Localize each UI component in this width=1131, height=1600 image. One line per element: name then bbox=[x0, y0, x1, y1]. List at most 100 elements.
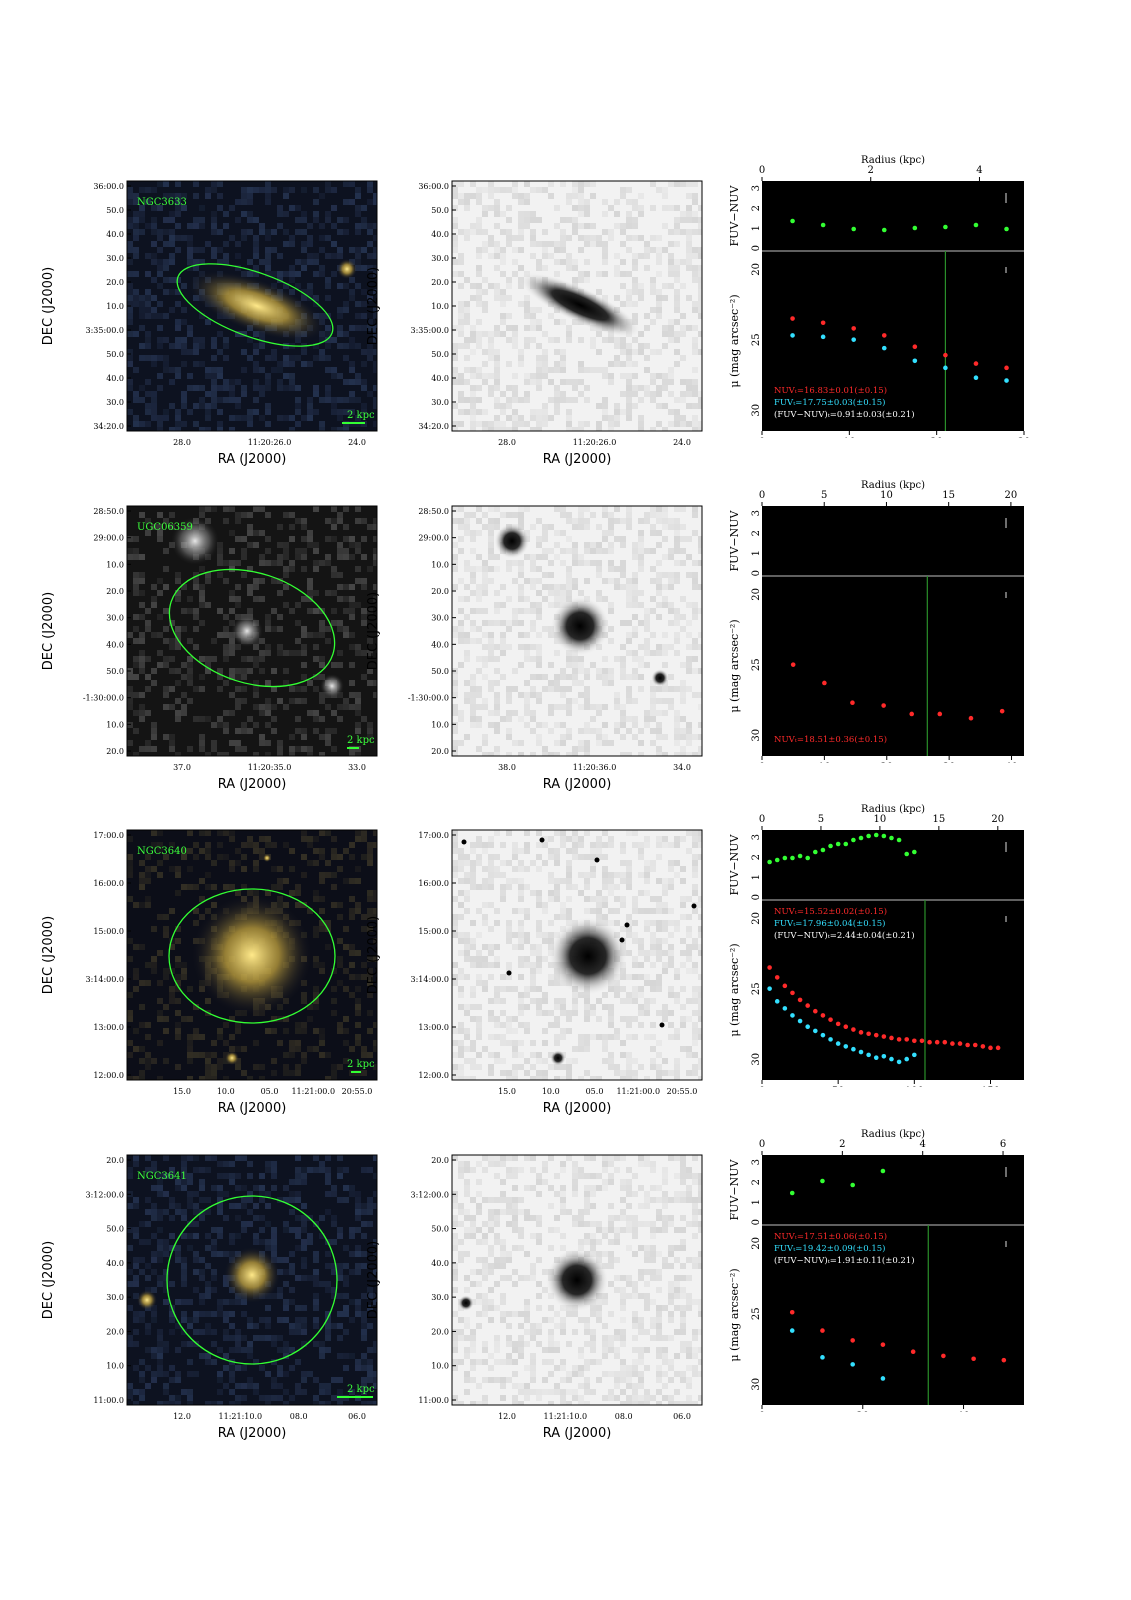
dec-tick-label: 28:50.0 bbox=[93, 507, 124, 516]
dec-tick-label: 13:00.0 bbox=[418, 1023, 449, 1032]
dec-tick-label: 20.0 bbox=[431, 747, 449, 756]
color-point bbox=[797, 853, 803, 859]
nuv-point bbox=[973, 361, 979, 366]
kpc-tick-label: 0 bbox=[759, 490, 765, 501]
color-image-ngc3633: NGC3633 2 kpc bbox=[127, 181, 377, 431]
fuv-point bbox=[1004, 378, 1009, 383]
color-point bbox=[904, 851, 910, 857]
nuv-point bbox=[850, 700, 855, 705]
ra-tick-label: 08.0 bbox=[290, 1412, 308, 1421]
dec-tick-label: 10.0 bbox=[431, 720, 449, 729]
nuv-point bbox=[980, 1044, 986, 1049]
nuv-point bbox=[919, 1038, 925, 1044]
nuv-point bbox=[820, 1328, 825, 1333]
color-tick-label: 3 bbox=[751, 510, 762, 516]
color-point bbox=[782, 855, 788, 861]
fuv-point bbox=[820, 1355, 825, 1360]
fuv-point bbox=[820, 1032, 826, 1038]
dec-tick-label: 50.0 bbox=[106, 206, 124, 215]
dec-tick-label: 29:00.0 bbox=[418, 534, 449, 543]
color-axis-label: FUV−NUV bbox=[728, 509, 741, 571]
nuv-point bbox=[851, 1027, 856, 1032]
arcsec-tick-label: 40 bbox=[1005, 762, 1018, 763]
color-tick-label: 2 bbox=[751, 854, 762, 860]
arcsec-tick-label: 150 bbox=[981, 1086, 1000, 1087]
fuv-point bbox=[767, 986, 772, 991]
nuv-point bbox=[873, 1032, 879, 1038]
nuv-point bbox=[999, 708, 1005, 714]
color-tick-label: 0 bbox=[751, 894, 762, 900]
nuv-point bbox=[909, 711, 915, 717]
galaxy-name: NGC3640 bbox=[137, 846, 187, 857]
fuv-point bbox=[973, 375, 979, 380]
dec-tick-label: 10.0 bbox=[106, 1362, 124, 1371]
profile-annotation: (FUV−NUV)ₜ=2.44±0.04(±0.21) bbox=[774, 930, 915, 941]
kpc-tick-label: 15 bbox=[932, 814, 945, 825]
nuv-point bbox=[881, 703, 886, 708]
galaxy-name: NGC3641 bbox=[137, 1171, 187, 1182]
arcsec-tick-label: 20 bbox=[856, 1411, 869, 1412]
nuv-point bbox=[912, 1038, 917, 1044]
nuv-point bbox=[866, 1031, 871, 1037]
fuv-point bbox=[858, 1049, 864, 1055]
kpc-tick-label: 5 bbox=[821, 490, 827, 501]
color-point bbox=[851, 837, 856, 843]
color-point bbox=[1004, 226, 1009, 232]
kpc-tick-label: 20 bbox=[1005, 490, 1018, 501]
mu-tick-label: 25 bbox=[751, 333, 762, 346]
dec-tick-label: 50.0 bbox=[431, 350, 449, 359]
dec-tick-label: 3:12:00.0 bbox=[411, 1190, 449, 1199]
nuv-point bbox=[782, 983, 788, 989]
nuv-point bbox=[789, 1309, 795, 1315]
ra-axis-label: RA (J2000) bbox=[218, 777, 287, 792]
fuv-point bbox=[843, 1044, 849, 1049]
nuv-point bbox=[968, 715, 974, 721]
color-point bbox=[973, 222, 979, 228]
dec-tick-label: 34:20.0 bbox=[418, 422, 449, 431]
ra-tick-label: 12.0 bbox=[498, 1412, 516, 1421]
fuv-point bbox=[790, 1013, 795, 1018]
nuv-point bbox=[828, 1017, 833, 1022]
profile-annotation: FUVₜ=17.96±0.04(±0.15) bbox=[774, 918, 885, 929]
color-point bbox=[851, 226, 856, 232]
color-image-ngc3641: NGC3641 2 kpc bbox=[127, 1155, 377, 1405]
dec-tick-label: 40.0 bbox=[431, 640, 449, 649]
profile-annotation: NUVₜ=17.51±0.06(±0.15) bbox=[774, 1231, 887, 1242]
profile-annotation: (FUV−NUV)ₜ=1.91±0.11(±0.21) bbox=[774, 1255, 915, 1266]
profile-annotation: FUVₜ=19.42±0.09(±0.15) bbox=[774, 1243, 885, 1254]
ra-tick-label: 37.0 bbox=[173, 763, 191, 772]
mu-tick-label: 30 bbox=[751, 1053, 762, 1066]
dec-tick-label: 29:00.0 bbox=[93, 534, 124, 543]
nuv-point bbox=[820, 320, 826, 326]
mu-axis-label: μ (mag arcsec⁻²) bbox=[728, 294, 741, 387]
kpc-tick-label: 10 bbox=[880, 490, 893, 501]
profile-annotation: NUVₜ=18.51±0.36(±0.15) bbox=[774, 734, 887, 745]
mu-tick-label: 20 bbox=[751, 1237, 762, 1250]
ra-tick-label: 11:20:26.0 bbox=[573, 438, 617, 447]
kpc-tick-label: 2 bbox=[868, 165, 874, 176]
mu-tick-label: 25 bbox=[751, 982, 762, 995]
image-axes: 17:00.0 16:00.0 15:00.0 3:14:00.0 13:00.0 12:… bbox=[41, 829, 378, 1116]
color-tick-label: 2 bbox=[751, 1179, 762, 1185]
arcsec-tick-label: 50 bbox=[832, 1086, 845, 1087]
nuv-point bbox=[965, 1042, 970, 1048]
ra-tick-label: 34.0 bbox=[673, 763, 691, 772]
uv-image bbox=[452, 1155, 702, 1405]
dec-tick-label: 3:12:00.0 bbox=[86, 1190, 124, 1199]
nuv-point bbox=[927, 1039, 932, 1045]
kpc-tick-label: 2 bbox=[839, 1139, 845, 1150]
dec-tick-label: 15:00.0 bbox=[93, 927, 124, 936]
fuv-point bbox=[880, 1376, 886, 1381]
mu-axis-label: μ (mag arcsec⁻²) bbox=[728, 943, 741, 1036]
color-axis-label: FUV−NUV bbox=[728, 1158, 741, 1220]
color-tick-label: 1 bbox=[751, 550, 762, 556]
kpc-tick-label: 5 bbox=[818, 814, 824, 825]
color-point bbox=[866, 833, 871, 839]
dec-tick-label: 30.0 bbox=[106, 398, 124, 407]
color-axis-label: FUV−NUV bbox=[728, 833, 741, 895]
fuv-point bbox=[873, 1055, 879, 1060]
color-panel bbox=[762, 506, 1024, 576]
ra-axis-label: RA (J2000) bbox=[218, 1101, 287, 1116]
nuv-point bbox=[774, 975, 780, 980]
color-image-ngc3640: NGC3640 2 kpc bbox=[127, 830, 377, 1080]
